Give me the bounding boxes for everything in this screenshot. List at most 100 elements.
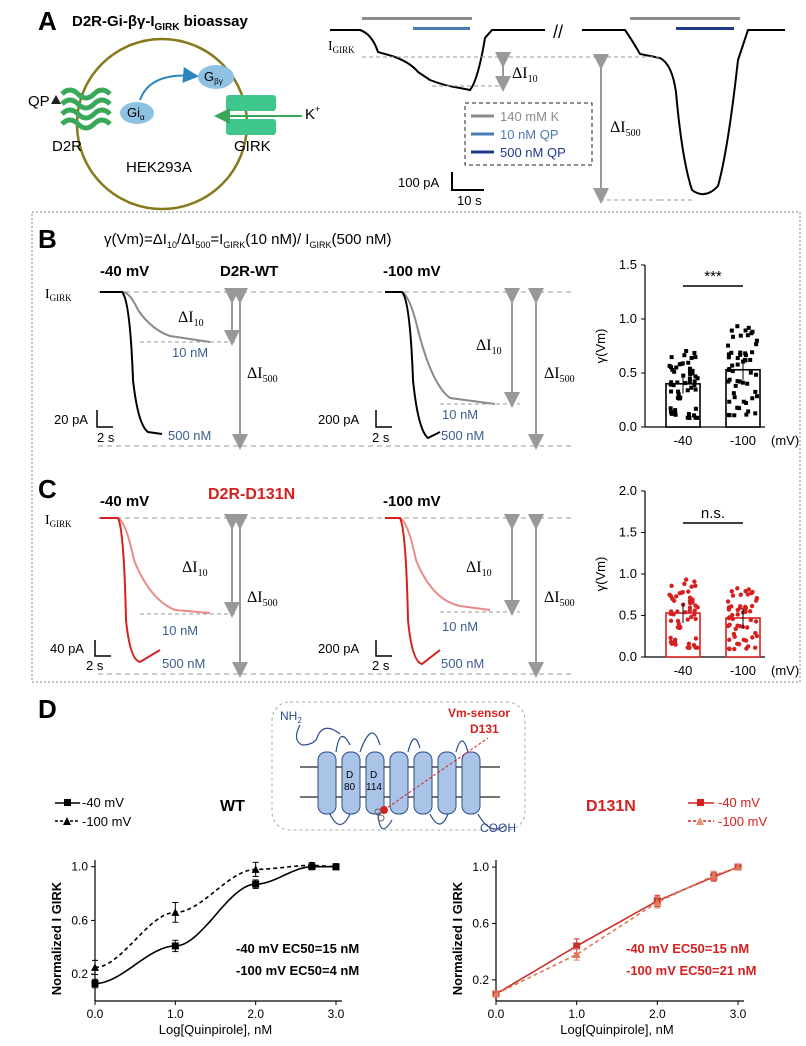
c-left-d10: ΔI10	[182, 559, 208, 579]
cooh-label: COOH	[480, 821, 516, 835]
bar-point	[737, 379, 742, 384]
series-point	[251, 865, 260, 873]
bar-point	[672, 637, 678, 643]
bar-point	[692, 579, 697, 584]
b-left-d10: ΔI10	[178, 309, 204, 329]
gi-alpha	[120, 102, 154, 124]
bar-point	[735, 362, 740, 367]
bar-point	[669, 641, 675, 646]
bar-point	[732, 395, 737, 400]
bar-point	[735, 379, 740, 384]
bar-point	[667, 592, 672, 597]
b-left-c10: 10 nM	[172, 345, 208, 360]
bar-point	[676, 625, 682, 631]
bar-point	[671, 612, 676, 617]
bar-point	[745, 381, 750, 386]
c-bar-chart: 0.0 0.5 1.0 1.5 2.0 γ(Vm) -40 -100 (mV) n.s.	[593, 483, 799, 678]
bar-point	[730, 616, 735, 622]
bar-point	[689, 614, 694, 620]
bar-point	[754, 595, 760, 601]
wt-dose-response-chart: 0.2 0.6 1.0 0.0 1.0 2.0 3.0 Log[Quinpirole], nM…	[49, 860, 359, 1037]
bar-point	[730, 593, 736, 598]
mut-legend-100: -100 mV	[718, 814, 767, 829]
series-point	[91, 980, 99, 988]
bar-xtick-label: -40	[674, 663, 693, 678]
c-right-scale-x: 2 s	[372, 658, 390, 673]
bar-point	[686, 589, 691, 594]
series-point	[171, 942, 179, 950]
bar-xunit: (mV)	[771, 663, 799, 678]
bar-point	[669, 380, 674, 385]
series-point	[171, 908, 180, 916]
bar-point	[730, 334, 735, 339]
d2r-label: D2R	[52, 138, 82, 155]
bar-point	[745, 333, 750, 338]
bar-point	[695, 376, 700, 381]
sig-label: n.s.	[701, 505, 725, 522]
gi-alpha-label: Giα	[127, 105, 145, 122]
b-left-scale-y: 20 pA	[54, 412, 88, 427]
bar-point	[675, 380, 680, 385]
bar-point	[735, 612, 740, 617]
bar-point	[693, 636, 699, 641]
bar-point	[748, 357, 753, 362]
mut-legend-40: -40 mV	[718, 795, 760, 810]
a-scale-x: 10 s	[457, 193, 482, 208]
bar-point	[688, 372, 693, 377]
series-point	[252, 880, 260, 888]
bar-point	[726, 352, 731, 357]
line-ylabel: Normalized I GIRK	[49, 881, 64, 995]
wt-label: WT	[220, 798, 245, 815]
bar-point	[738, 333, 743, 338]
bar-point	[740, 380, 745, 385]
bar-point	[673, 412, 678, 417]
bar-point	[690, 600, 695, 605]
bar-point	[726, 607, 732, 612]
bar-ytick-label: 0.5	[619, 608, 637, 623]
c-left-c10: 10 nM	[162, 623, 198, 638]
d2r-receptor	[60, 87, 112, 131]
panel-a-title: D2R-Gi-βγ-IGIRK bioassay	[72, 13, 249, 33]
girk-channel-top	[226, 95, 276, 111]
b-title: D2R-WT	[220, 263, 278, 280]
bar-point	[748, 370, 753, 375]
c-traces: IGIRK ΔI10 ΔI500 10 nM 500 nM 40 pA 2 s …	[45, 513, 575, 678]
bar-point	[731, 391, 736, 396]
bar-140k-2	[630, 17, 740, 20]
line-ytick-label: 1.0	[71, 860, 88, 874]
bar-point	[753, 619, 759, 624]
hek-label: HEK293A	[126, 159, 192, 176]
bar-point	[670, 367, 675, 372]
bar-point	[750, 396, 755, 401]
bar-point	[690, 368, 695, 373]
nh2-label: NH2	[280, 709, 302, 725]
bar-point	[673, 408, 678, 413]
bar-point	[738, 592, 744, 597]
bar-point	[685, 388, 690, 393]
line-xlabel: Log[Quinpirole], nM	[560, 1022, 673, 1037]
bar-point	[693, 355, 698, 360]
bar-point	[676, 389, 681, 394]
bar-point	[690, 371, 695, 376]
bar-point	[669, 411, 674, 416]
line-ytick-label: 0.2	[472, 973, 489, 987]
bar-point	[676, 392, 681, 397]
bar-ytick-label: 1.5	[619, 525, 637, 540]
bar-point	[743, 638, 749, 643]
line-xtick-label: 2.0	[247, 1007, 264, 1021]
mut-legend: -40 mV -100 mV	[688, 795, 767, 829]
bar-point	[726, 615, 732, 621]
bar-point	[686, 641, 692, 647]
bar-point	[745, 644, 751, 649]
bar-point	[738, 352, 743, 357]
bar-point	[687, 645, 692, 651]
a-d10-label: ΔI10	[512, 65, 538, 85]
bar-point	[754, 372, 759, 377]
bar-point	[674, 594, 679, 599]
line-xtick-label: 1.0	[167, 1007, 184, 1021]
bar-point	[747, 609, 753, 614]
bar-xtick-label: -100	[730, 663, 756, 678]
bar-point	[744, 400, 749, 405]
bar-point	[730, 363, 735, 368]
